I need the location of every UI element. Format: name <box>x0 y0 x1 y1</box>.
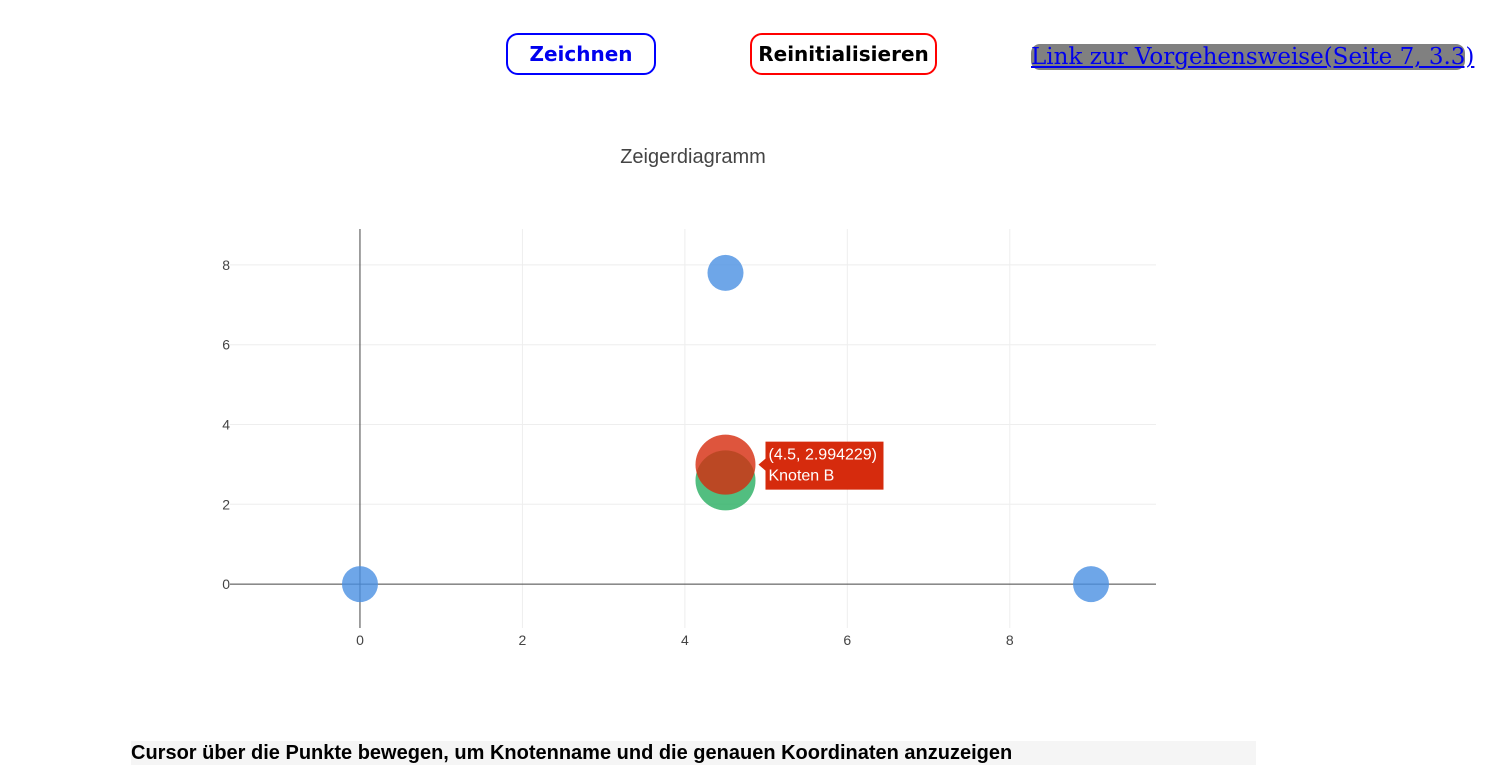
hint-bar <box>131 741 1256 765</box>
x-tick-label: 4 <box>681 632 689 648</box>
y-tick-label: 0 <box>222 576 230 592</box>
x-tick-label: 6 <box>843 632 851 648</box>
y-tick-label: 6 <box>222 337 230 353</box>
procedure-link[interactable]: Link zur Vorgehensweise(Seite 7, 3.3) <box>1031 44 1475 70</box>
reset-button[interactable]: Reinitialisieren <box>750 33 937 75</box>
x-tick-label: 8 <box>1006 632 1014 648</box>
tooltip-coords: (4.5, 2.994229) <box>768 447 877 464</box>
tooltip-box <box>765 441 884 490</box>
x-tick-label: 0 <box>356 632 364 648</box>
draw-button[interactable]: Zeichnen <box>506 33 656 75</box>
hover-hint-text: Cursor über die Punkte bewegen, um Knote… <box>131 742 1013 764</box>
tooltip-node-name: Knoten B <box>768 468 834 485</box>
chart-title: Zeigerdiagramm <box>620 146 766 168</box>
x-tick-label: 2 <box>519 632 527 648</box>
y-tick-label: 4 <box>222 417 230 433</box>
tooltip-pointer <box>758 458 766 471</box>
data-point <box>707 254 744 291</box>
y-tick-label: 8 <box>222 257 230 273</box>
data-point <box>695 434 756 495</box>
y-tick-label: 2 <box>222 496 230 512</box>
data-point <box>1073 566 1110 603</box>
data-point <box>341 566 378 603</box>
